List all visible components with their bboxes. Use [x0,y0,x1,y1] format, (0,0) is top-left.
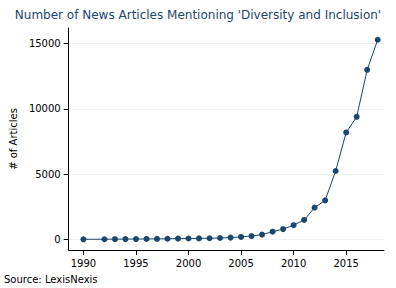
svg-text:2005: 2005 [228,258,253,269]
svg-text:0: 0 [54,234,60,245]
svg-text:2000: 2000 [176,258,201,269]
svg-text:Number of News Articles Mentio: Number of News Articles Mentioning 'Dive… [15,8,381,22]
svg-text:2010: 2010 [281,258,306,269]
svg-text:1995: 1995 [123,258,148,269]
svg-text:# of Articles: # of Articles [8,108,19,170]
svg-text:15000: 15000 [29,38,61,49]
svg-text:10000: 10000 [29,103,61,114]
svg-text:1990: 1990 [71,258,96,269]
svg-text:2015: 2015 [333,258,358,269]
svg-text:Source: LexisNexis: Source: LexisNexis [4,274,98,285]
svg-text:5000: 5000 [35,169,60,180]
